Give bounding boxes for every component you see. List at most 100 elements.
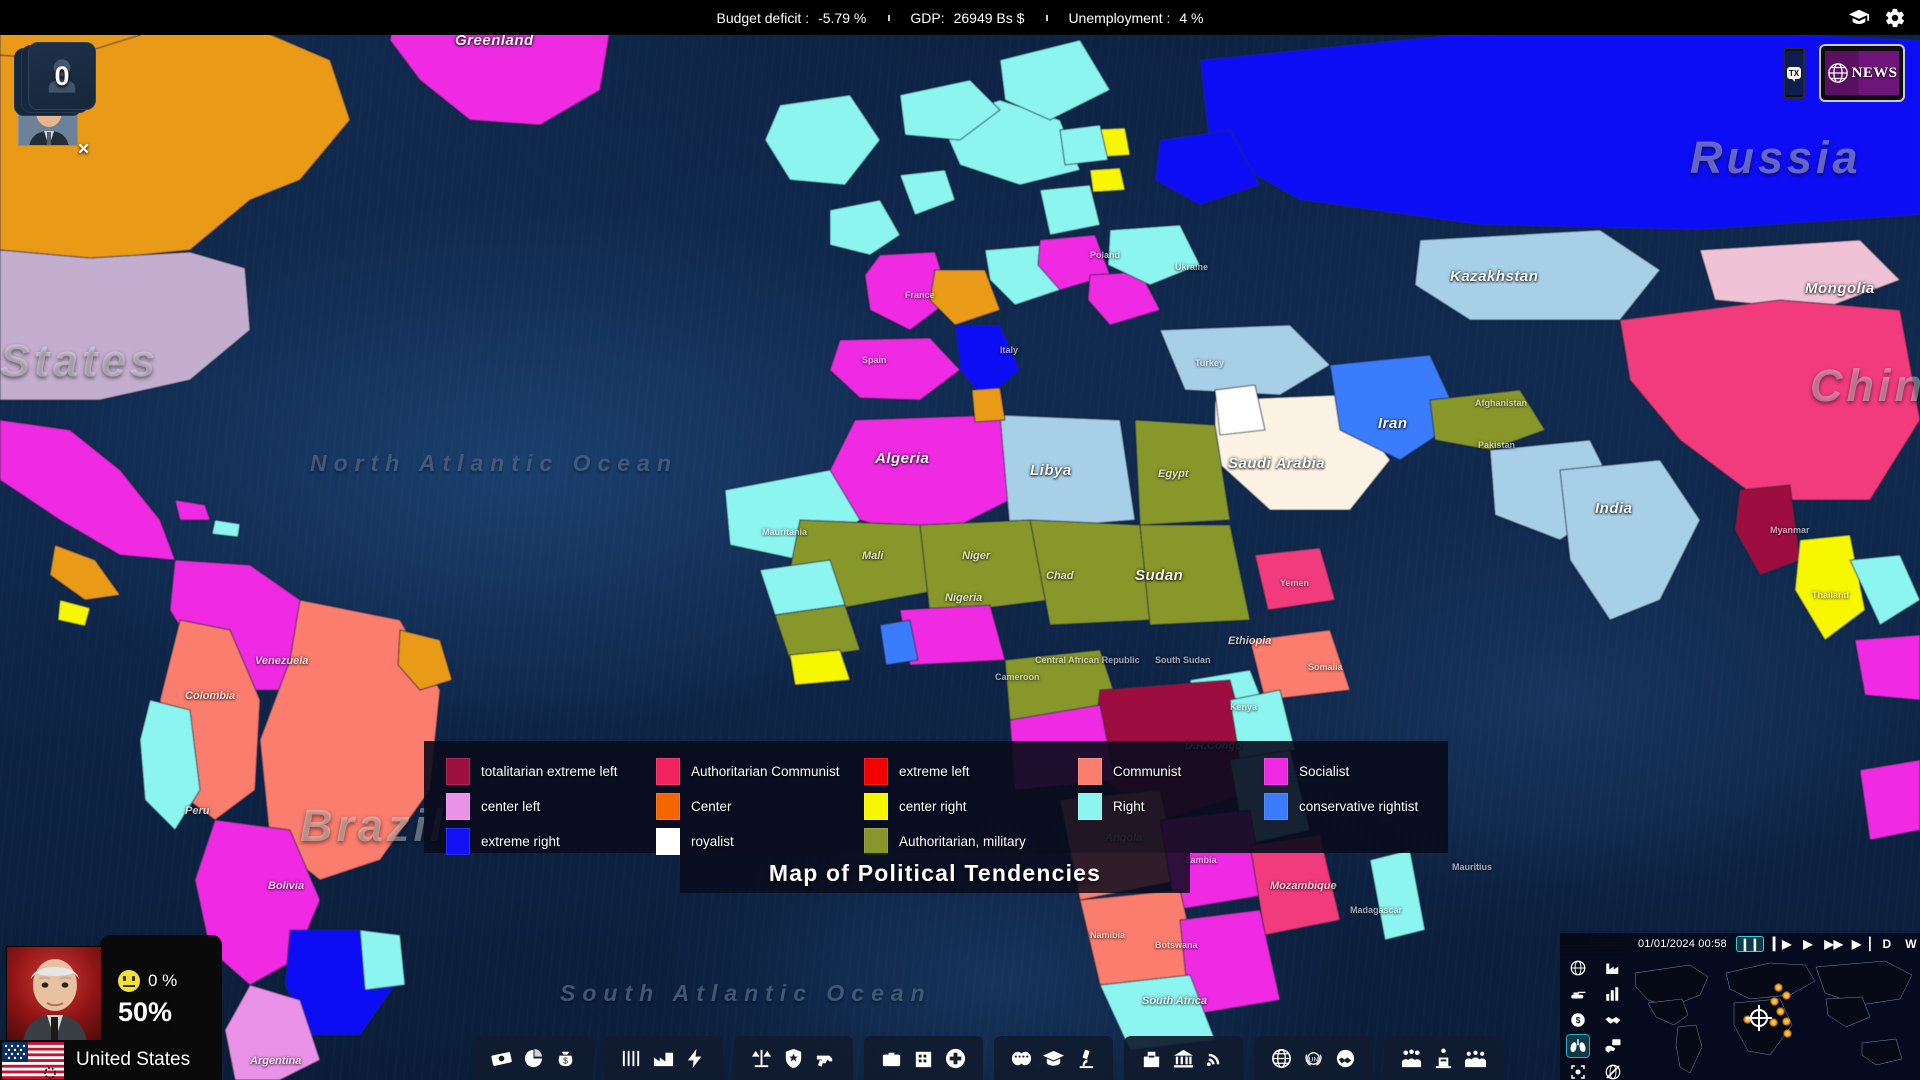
legend-label: conservative rightist bbox=[1299, 799, 1419, 814]
stat-unemployment: Unemployment : 4 % bbox=[1046, 10, 1225, 26]
leader-face-icon bbox=[23, 959, 87, 1041]
minimap-event-flare bbox=[1776, 1007, 1785, 1016]
legend-swatch bbox=[1078, 758, 1102, 785]
legend-label: center right bbox=[899, 799, 967, 814]
dollar-map-icon[interactable]: $ bbox=[1567, 1009, 1589, 1031]
briefcase-icon bbox=[882, 1052, 901, 1066]
legend-item: Communist bbox=[1078, 754, 1264, 789]
broadcast-icon bbox=[1206, 1053, 1220, 1066]
map-mode-icon-grid: $ bbox=[1560, 933, 1630, 1080]
close-icon[interactable]: × bbox=[78, 139, 90, 160]
time-control-strip: 01/01/2024 00:58 ❙❙▎▶▶▶▶▶▕DWM bbox=[1560, 933, 1920, 955]
legend-swatch bbox=[1264, 793, 1288, 820]
person-silhouette-icon bbox=[48, 59, 76, 93]
scales-icon bbox=[751, 1049, 772, 1067]
svg-text:$: $ bbox=[1575, 1016, 1580, 1025]
minimap-event-flare bbox=[1769, 1018, 1778, 1027]
microscope-icon bbox=[1079, 1049, 1094, 1068]
world-group[interactable]: UN bbox=[1254, 1036, 1373, 1080]
neutral-face-icon bbox=[118, 970, 140, 992]
approval-row: 0 % bbox=[118, 970, 177, 992]
advisor-panel[interactable]: 0 bbox=[14, 42, 96, 116]
week-button[interactable]: W bbox=[1905, 937, 1917, 951]
legend-item: extreme right bbox=[446, 824, 656, 859]
game-datetime: 01/01/2024 00:58 bbox=[1638, 938, 1727, 950]
unemployment-label: Unemployment : bbox=[1068, 9, 1171, 26]
gov-group[interactable] bbox=[1124, 1036, 1243, 1080]
stat-gdp: GDP: 26949 Bs $ bbox=[888, 10, 1046, 26]
lungs-map-icon[interactable] bbox=[1565, 1034, 1590, 1058]
graduation-cap-icon[interactable] bbox=[1848, 7, 1870, 29]
play-button[interactable]: ▶ bbox=[1803, 937, 1813, 951]
stat-budget-deficit: Budget deficit : -5.79 % bbox=[694, 10, 888, 26]
legend-item: extreme left bbox=[864, 754, 1078, 789]
ballot-box-icon bbox=[1143, 1051, 1160, 1067]
legend-item: totalitarian extreme left bbox=[446, 754, 656, 789]
police-badge-icon bbox=[785, 1048, 802, 1068]
health-group[interactable] bbox=[864, 1036, 983, 1080]
legend-swatch bbox=[1078, 793, 1102, 820]
minimap-viewport-crosshair[interactable] bbox=[1746, 1005, 1772, 1031]
target-map-icon[interactable] bbox=[1567, 1061, 1589, 1080]
news-label: NEWS bbox=[1851, 64, 1898, 81]
leader-portrait[interactable] bbox=[6, 946, 102, 1042]
advisor-count: 0 bbox=[54, 60, 70, 91]
legend-item: conservative rightist bbox=[1264, 789, 1464, 824]
economy-group[interactable]: $ bbox=[474, 1036, 593, 1080]
country-row[interactable]: United States bbox=[0, 1040, 222, 1080]
legend-label: extreme left bbox=[899, 764, 970, 779]
legend-label: center left bbox=[481, 799, 541, 814]
industry-group[interactable] bbox=[604, 1036, 723, 1080]
legend-label: Communist bbox=[1113, 764, 1182, 779]
legend-item: Authoritarian Communist bbox=[656, 754, 864, 789]
gear-icon[interactable] bbox=[1884, 7, 1906, 29]
legend-swatch bbox=[864, 758, 888, 785]
legend-item: Right bbox=[1078, 789, 1264, 824]
no-globe-map-icon[interactable] bbox=[1602, 1061, 1624, 1080]
minimap-continents bbox=[1634, 960, 1913, 1074]
minimap-event-flare bbox=[1770, 997, 1779, 1006]
legend-empty bbox=[1264, 824, 1464, 859]
people-group-icon bbox=[1401, 1048, 1422, 1067]
tank-map-icon[interactable] bbox=[1567, 983, 1589, 1005]
tv-channel-button[interactable]: TX bbox=[1783, 47, 1805, 99]
gdp-label: GDP: bbox=[910, 9, 945, 26]
day-button[interactable]: D bbox=[1882, 937, 1892, 951]
legend-item: royalist bbox=[656, 824, 864, 859]
legend-title: Map of Political Tendencies bbox=[768, 859, 1102, 886]
legend-swatch bbox=[864, 828, 888, 855]
banknote-icon bbox=[491, 1051, 512, 1066]
bar-chart-map-icon[interactable] bbox=[1602, 983, 1624, 1005]
social-group[interactable] bbox=[1384, 1036, 1503, 1080]
legend-label: Authoritarian Communist bbox=[691, 764, 840, 779]
factory-map-icon[interactable] bbox=[1602, 957, 1624, 979]
advisor-count-card[interactable]: 0 bbox=[28, 42, 96, 110]
legend-swatch bbox=[446, 828, 470, 855]
legend-grid: totalitarian extreme left Authoritarian C… bbox=[446, 754, 1448, 859]
minimap-event-flare bbox=[1782, 991, 1791, 1000]
fast-forward-button[interactable]: ▶▶ bbox=[1824, 937, 1843, 951]
skip-button[interactable]: ▶▕ bbox=[1851, 937, 1871, 951]
news-inner: NEWS bbox=[1825, 51, 1899, 95]
power-value: 50% bbox=[118, 997, 173, 1027]
factory-icon bbox=[653, 1052, 674, 1066]
player-panel: 0 % 50% Unite bbox=[0, 935, 222, 1080]
stats-group: Budget deficit : -5.79 % GDP: 26949 Bs $ Une… bbox=[694, 10, 1225, 26]
justice-group[interactable] bbox=[734, 1036, 853, 1080]
minimap-event-flare bbox=[1782, 1017, 1791, 1026]
step-button[interactable]: ▎▶ bbox=[1772, 937, 1792, 951]
handshake-map-icon[interactable] bbox=[1602, 1009, 1624, 1031]
pause-button[interactable]: ❙❙ bbox=[1735, 936, 1764, 952]
handgun-icon bbox=[816, 1055, 833, 1067]
parliament-icon bbox=[1173, 1049, 1194, 1068]
news-button[interactable]: NEWS bbox=[1819, 44, 1905, 102]
legend-title-bar: Map of Political Tendencies bbox=[680, 853, 1190, 893]
culture-group[interactable] bbox=[994, 1036, 1113, 1080]
bottom-right-panel: United States $ 01/01/2024 00:58 ❙❙▎▶▶▶▶… bbox=[1560, 933, 1920, 1080]
globe-map-icon[interactable] bbox=[1567, 957, 1589, 979]
vote-hand-map-icon[interactable] bbox=[1602, 1035, 1624, 1057]
minimap[interactable] bbox=[1630, 955, 1920, 1080]
bottom-toolbar: $ UN bbox=[474, 1036, 1503, 1080]
